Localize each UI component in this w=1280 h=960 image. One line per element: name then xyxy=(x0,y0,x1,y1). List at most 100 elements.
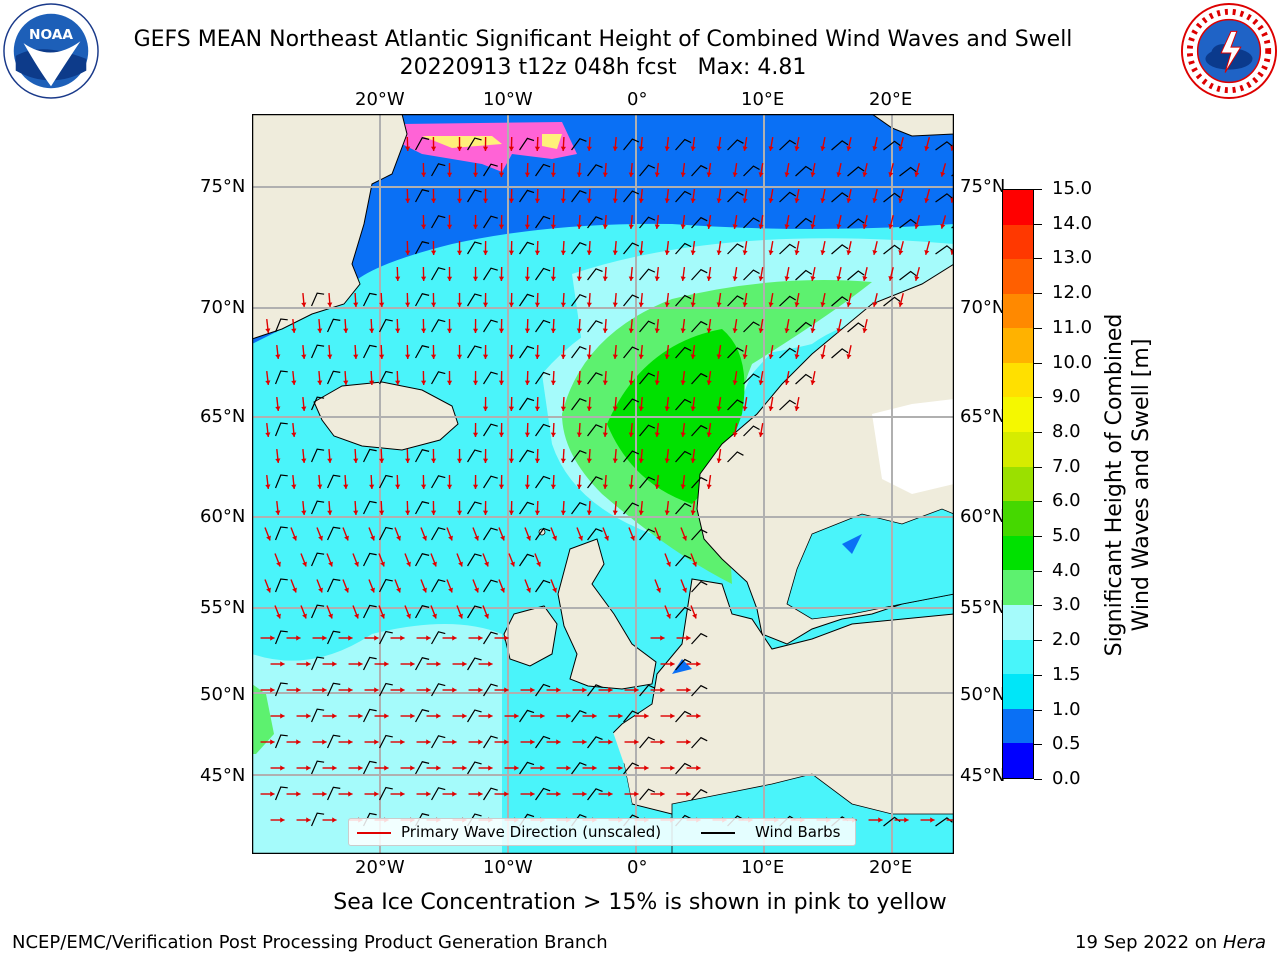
wave-direction-arrowhead xyxy=(670,765,675,771)
wave-direction-arrowhead xyxy=(768,302,774,307)
colorbar-tick xyxy=(1034,605,1042,607)
wave-direction-arrowhead xyxy=(472,380,479,385)
wave-direction-arrowhead xyxy=(379,354,385,359)
wave-direction-arrowhead xyxy=(369,380,375,385)
wave-direction-arrowhead xyxy=(328,561,333,567)
band-3m-west xyxy=(252,684,274,754)
wind-barb xyxy=(639,736,656,749)
wind-barb xyxy=(379,630,393,645)
wave-direction-arrowhead xyxy=(322,791,327,797)
wind-barb xyxy=(587,268,603,281)
wind-barb xyxy=(571,242,587,255)
wind-barb xyxy=(899,218,917,229)
footer-date-text: 19 Sep 2022 on xyxy=(1075,932,1223,953)
wave-direction-arrowhead xyxy=(374,687,379,693)
wind-barb xyxy=(326,474,341,489)
wave-direction-arrowhead xyxy=(654,276,660,281)
wind-barb xyxy=(431,163,446,177)
wind-barb xyxy=(727,399,744,411)
wave-direction-arrowhead xyxy=(836,328,842,333)
wave-direction-arrowhead xyxy=(431,146,437,151)
wind-barb xyxy=(310,552,325,567)
wave-direction-arrowhead xyxy=(654,484,660,489)
wave-direction-arrowhead xyxy=(530,791,535,797)
wave-direction-arrowhead xyxy=(488,765,493,771)
wave-direction-arrowhead xyxy=(504,739,509,745)
wave-direction-arrowhead xyxy=(514,765,519,771)
wave-direction-arrowhead xyxy=(426,739,431,745)
wave-direction-arrowhead xyxy=(396,535,401,541)
wave-direction-arrowhead xyxy=(846,146,852,151)
wind-barb xyxy=(519,293,535,307)
wind-barb xyxy=(691,268,708,281)
colorbar-tick xyxy=(1034,258,1042,260)
wave-direction-arrowhead xyxy=(888,172,894,177)
wind-barb xyxy=(587,164,603,177)
wind-barb xyxy=(623,294,640,307)
wave-direction-arrowhead xyxy=(482,510,489,515)
wave-direction-arrowhead xyxy=(898,145,904,151)
wave-direction-arrowhead xyxy=(405,146,411,151)
wind-barb xyxy=(795,217,813,229)
colorbar-title-line1: Significant Height of Combined xyxy=(1102,313,1127,657)
wave-direction-arrowhead xyxy=(446,380,453,385)
wind-barb xyxy=(571,190,587,203)
wave-direction-arrowhead xyxy=(301,354,307,359)
wind-barb xyxy=(483,579,498,593)
colorbar-tick-label: 1.0 xyxy=(1052,698,1081,720)
wave-direction-arrowhead xyxy=(380,613,385,619)
wave-direction-arrowhead xyxy=(742,198,748,203)
wave-direction-arrowhead xyxy=(550,328,556,333)
wave-direction-arrowhead xyxy=(482,250,489,255)
wind-barb xyxy=(795,321,813,333)
wind-barb xyxy=(467,137,482,151)
wind-barb xyxy=(883,140,901,151)
wave-direction-arrowhead xyxy=(862,172,868,177)
wave-direction-arrowhead xyxy=(395,484,401,489)
wave-direction-arrowhead xyxy=(810,380,816,385)
wave-direction-arrowhead xyxy=(690,510,696,515)
wind-barb xyxy=(363,292,377,307)
colorbar-segment xyxy=(1003,362,1033,398)
wave-direction-arrowhead xyxy=(498,172,505,177)
wind-barb xyxy=(675,190,692,203)
wind-barb xyxy=(535,163,551,177)
wave-direction-arrowhead xyxy=(534,250,540,255)
wave-direction-arrowhead xyxy=(628,380,634,385)
wind-barb xyxy=(363,552,377,567)
wave-direction-arrowhead xyxy=(820,146,826,151)
wave-direction-arrowhead xyxy=(343,328,349,333)
wave-direction-arrowhead xyxy=(628,276,634,281)
wave-direction-arrowhead xyxy=(405,510,411,515)
wave-direction-arrowhead xyxy=(500,535,505,541)
wave-direction-arrowhead xyxy=(670,713,675,719)
wave-direction-arrowhead xyxy=(426,791,431,797)
lon-label-bottom: 20°E xyxy=(869,857,913,878)
wave-direction-arrowhead xyxy=(690,146,696,151)
wind-barb xyxy=(743,269,760,281)
wave-direction-arrowhead xyxy=(794,354,800,359)
wave-direction-arrowhead xyxy=(578,535,583,541)
wave-direction-arrowhead xyxy=(301,458,307,463)
wave-direction-arrowhead xyxy=(664,458,670,463)
wave-direction-arrowhead xyxy=(608,687,613,693)
wave-direction-arrowhead xyxy=(680,432,686,437)
wave-direction-arrowhead xyxy=(296,791,301,797)
wave-direction-arrowhead xyxy=(400,635,405,641)
wave-direction-arrowhead xyxy=(504,791,509,797)
wind-barb xyxy=(535,319,551,333)
wind-barb xyxy=(310,708,325,723)
wind-barb xyxy=(363,344,377,359)
wave-direction-arrowhead xyxy=(742,302,748,307)
wave-direction-arrowhead xyxy=(898,249,904,255)
wave-direction-arrowhead xyxy=(508,198,515,203)
colorbar-tick xyxy=(1034,501,1042,503)
wind-barb xyxy=(899,270,917,281)
wave-direction-arrowhead xyxy=(431,250,437,255)
wave-direction-arrowhead xyxy=(306,661,311,667)
wave-direction-arrowhead xyxy=(432,613,437,619)
wave-direction-arrowhead xyxy=(836,224,842,229)
wave-direction-arrowhead xyxy=(560,458,566,463)
colorbar-segment xyxy=(1003,432,1033,467)
wave-direction-arrowhead xyxy=(498,224,505,229)
